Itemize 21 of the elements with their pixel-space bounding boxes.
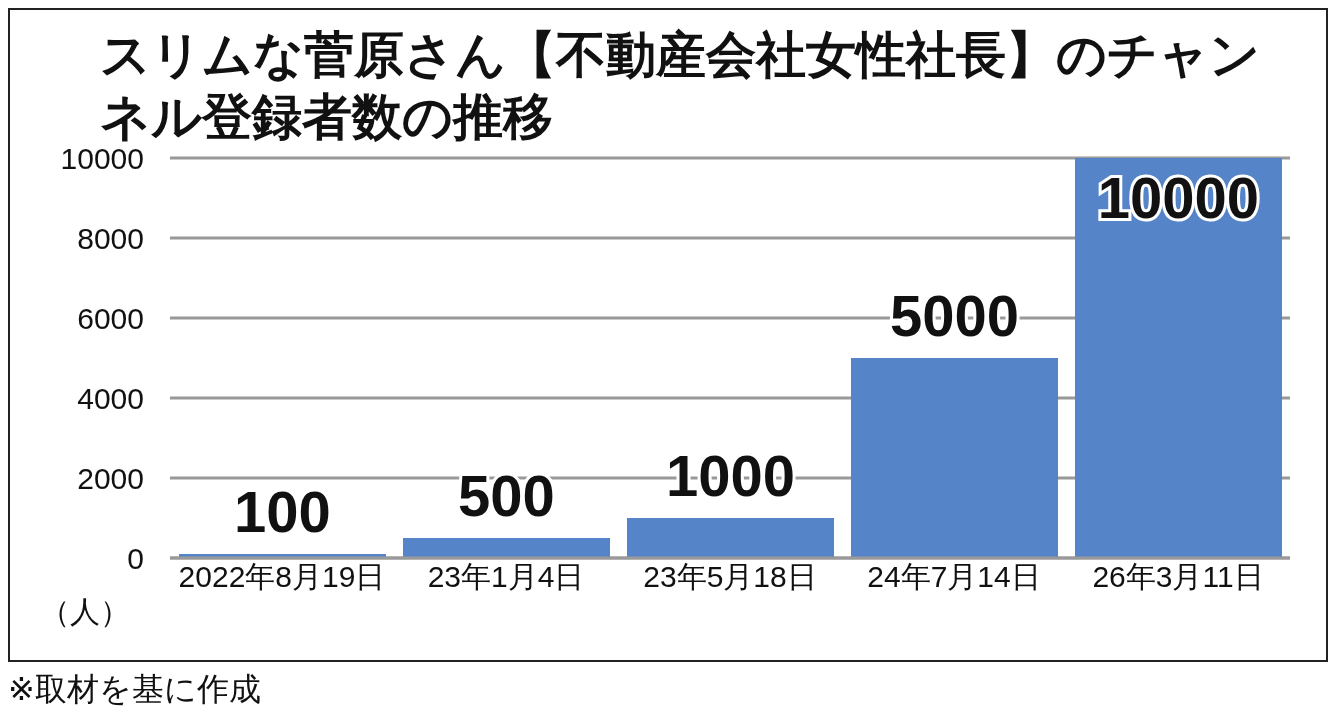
data-label: 5000 [889,283,1020,348]
bar [1075,158,1282,558]
x-tick-label: 24年7月14日 [867,560,1041,594]
y-tick-label: 6000 [77,301,144,335]
x-tick-label: 2022年8月19日 [178,560,386,594]
x-tick-label: 26年3月11日 [1092,560,1264,594]
bar [627,518,834,558]
x-tick-label: 23年1月4日 [427,560,585,594]
y-axis-title: （人） [40,594,130,630]
y-tick-label: 4000 [77,381,144,415]
bar [851,358,1058,558]
data-label: 10000 [1097,165,1260,230]
y-tick-label: 2000 [77,461,144,495]
data-label: 500 [458,463,555,528]
x-tick-label: 23年5月18日 [643,560,817,594]
y-tick-label: 8000 [77,221,144,255]
y-tick-label: 0 [127,541,144,575]
data-label: 100 [234,479,331,544]
data-label: 1000 [665,443,796,508]
bar [403,538,610,558]
text: ※取材を基に作成 [8,670,262,709]
